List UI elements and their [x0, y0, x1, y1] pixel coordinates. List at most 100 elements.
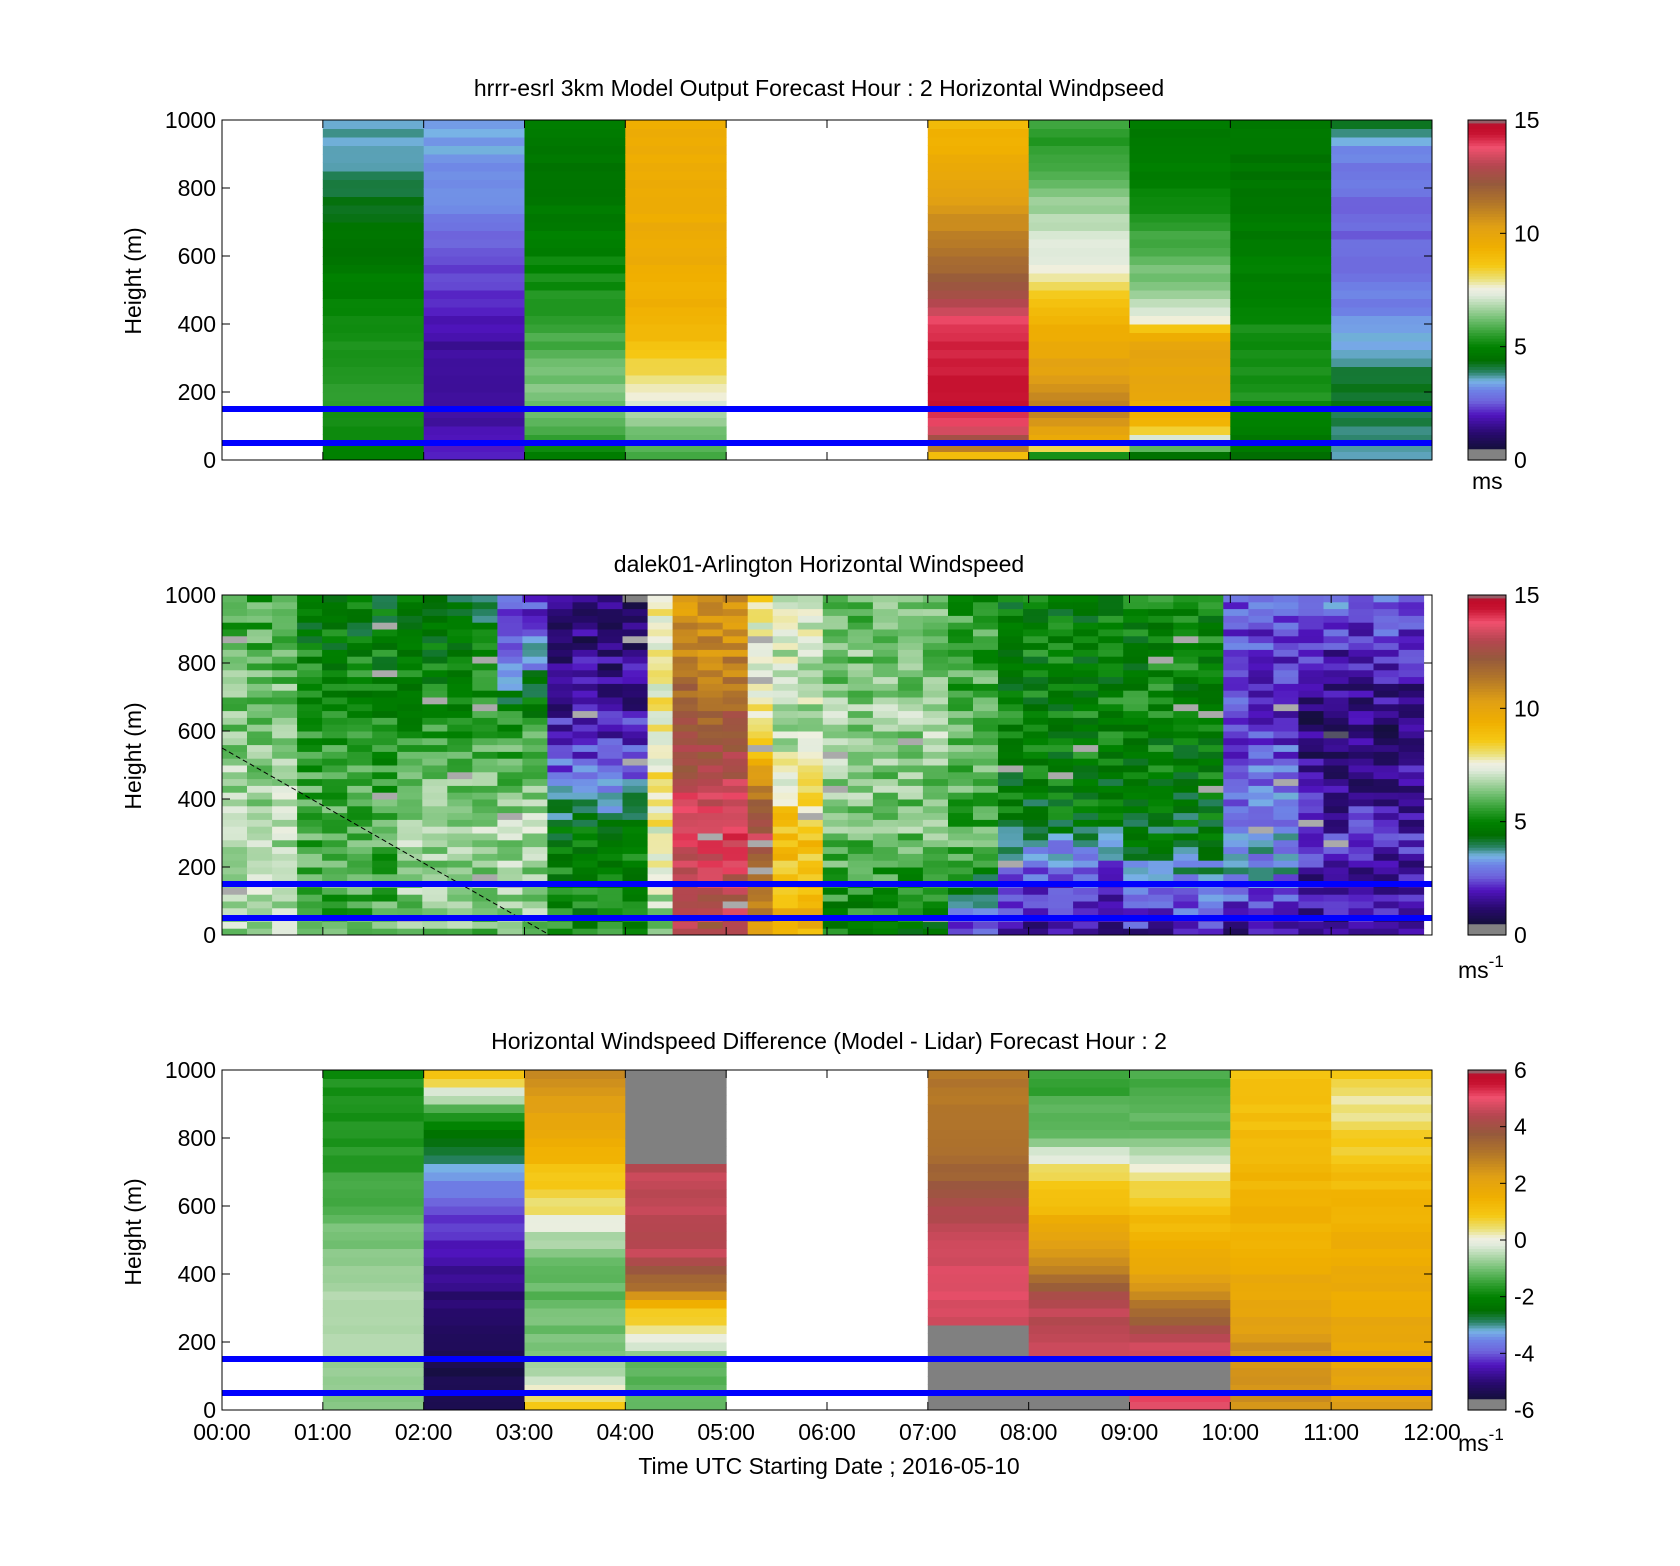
colorbar-swatch [1468, 445, 1506, 450]
x-tick-label: 06:00 [798, 1419, 856, 1445]
heatmap-cell [697, 826, 724, 834]
heatmap-cell [397, 765, 423, 773]
heatmap-cell [625, 1282, 727, 1292]
colorbar-swatch [1468, 1169, 1506, 1173]
heatmap-cell [472, 642, 498, 650]
heatmap-cell [1028, 1129, 1130, 1139]
heatmap-cell [522, 785, 548, 793]
heatmap-cell [222, 724, 248, 732]
heatmap-cell [497, 921, 523, 929]
heatmap-cell [297, 703, 323, 712]
heatmap-cell [1398, 703, 1425, 712]
colorbar-swatch [1468, 131, 1506, 135]
heatmap-cell [1398, 887, 1425, 895]
heatmap-cell [1298, 744, 1324, 752]
heatmap-cell [872, 921, 899, 929]
heatmap-cell [547, 669, 573, 678]
heatmap-cell [1248, 839, 1274, 848]
heatmap-cell [1273, 744, 1299, 752]
heatmap-cell [372, 717, 398, 725]
heatmap-cell [1129, 1384, 1231, 1394]
heatmap-cell [998, 907, 1024, 916]
heatmap-cell [1173, 805, 1199, 814]
colorbar-swatch [1468, 637, 1506, 641]
heatmap-cell [547, 744, 573, 752]
colorbar-swatch [1468, 1282, 1506, 1286]
heatmap-cell [1023, 608, 1049, 616]
heatmap-cell [622, 805, 648, 814]
heatmap-cell [1298, 656, 1324, 664]
heatmap-cell [1073, 833, 1099, 841]
heatmap-cell [872, 601, 899, 610]
heatmap-cell [1023, 799, 1049, 807]
heatmap-cell [297, 744, 323, 752]
heatmap-cell [524, 179, 626, 189]
heatmap-cell [1023, 846, 1049, 854]
heatmap-cell [872, 833, 899, 841]
heatmap-cell [497, 649, 523, 657]
heatmap-cell [1223, 615, 1249, 623]
heatmap-cell [1123, 676, 1149, 684]
heatmap-cell [847, 921, 874, 929]
heatmap-cell [927, 1274, 1030, 1283]
heatmap-cell [372, 690, 398, 698]
heatmap-cell [497, 697, 523, 705]
heatmap-cell [897, 751, 924, 759]
heatmap-cell [1198, 595, 1224, 603]
heatmap-cell [1348, 833, 1374, 841]
colorbar-tick-label: 5 [1514, 809, 1527, 835]
heatmap-cell [1331, 290, 1433, 299]
heatmap-cell [1098, 731, 1124, 739]
colorbar-swatch [1468, 796, 1506, 800]
heatmap-cell [625, 1163, 727, 1173]
heatmap-cell [372, 595, 398, 603]
heatmap-cell [672, 737, 699, 746]
heatmap-cell [1028, 417, 1130, 427]
heatmap-cell [927, 307, 1030, 316]
heatmap-cell [524, 1291, 626, 1300]
heatmap-cell [347, 839, 373, 848]
heatmap-cell [747, 703, 774, 712]
colorbar-swatch [1468, 179, 1506, 183]
heatmap-cell [423, 1257, 525, 1266]
heatmap-cell [322, 771, 348, 780]
heatmap-cell [372, 799, 398, 807]
heatmap-cell [722, 873, 749, 882]
heatmap-cell [625, 417, 727, 427]
heatmap-cell [1348, 683, 1374, 691]
x-tick-label: 05:00 [697, 1419, 755, 1445]
heatmap-cell [697, 805, 724, 814]
heatmap-cell [622, 717, 648, 725]
colorbar-tick-label: 4 [1514, 1114, 1527, 1140]
heatmap-cell [1298, 669, 1324, 678]
heatmap-cell [1048, 663, 1074, 671]
colorbar-swatch [1468, 722, 1506, 726]
heatmap-cell [948, 683, 974, 691]
heatmap-cell [927, 1299, 1030, 1309]
heatmap-cell [397, 615, 423, 623]
colorbar-swatch [1468, 270, 1506, 274]
colorbar-swatch [1468, 428, 1506, 433]
heatmap-cell [1248, 744, 1274, 752]
heatmap-cell [1129, 1180, 1231, 1190]
colorbar-swatch [1468, 906, 1506, 911]
heatmap-cell [625, 137, 727, 146]
heatmap-cell [927, 171, 1030, 180]
heatmap-cell [1148, 601, 1174, 610]
heatmap-cell [697, 615, 724, 623]
heatmap-cell [422, 873, 448, 882]
colorbar-swatch [1468, 643, 1506, 647]
heatmap-cell [322, 622, 348, 630]
colorbar-swatch [1468, 1089, 1506, 1094]
colorbar-swatch [1468, 776, 1506, 780]
heatmap-cell [1273, 771, 1299, 780]
colorbar-swatch [1468, 1302, 1506, 1306]
heatmap-cell [847, 608, 874, 616]
heatmap-cell [1298, 799, 1324, 807]
heatmap-cell [572, 785, 598, 793]
heatmap-cell [423, 1189, 525, 1198]
heatmap-cell [622, 812, 648, 820]
heatmap-cell [1223, 805, 1249, 814]
heatmap-cell [272, 731, 298, 739]
heatmap-cell [1173, 642, 1199, 650]
